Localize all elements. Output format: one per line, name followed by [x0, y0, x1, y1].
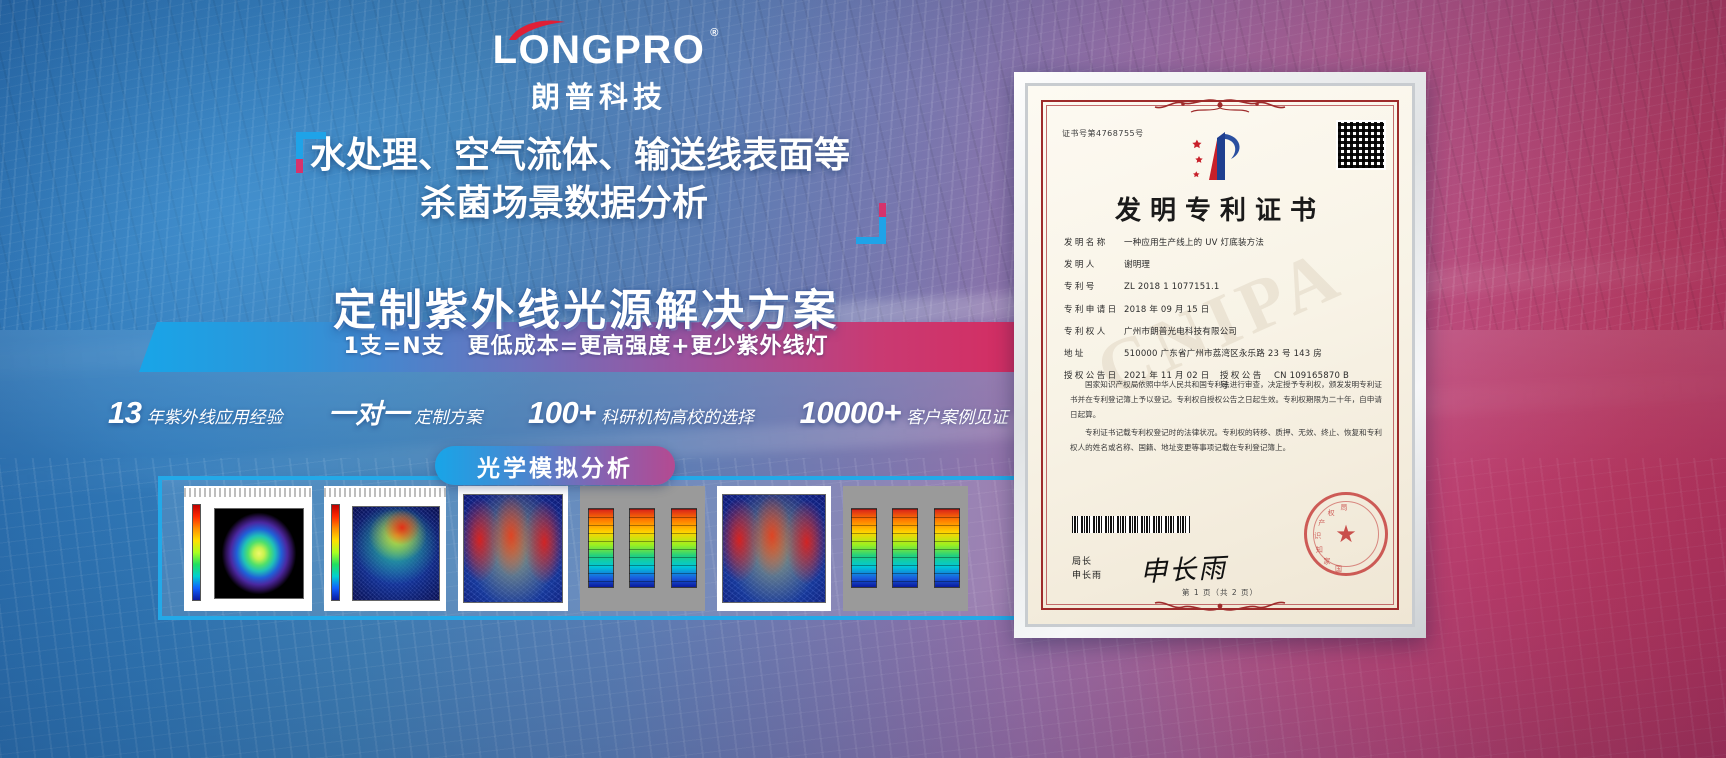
logo-wordmark-row: LONGPRO ® — [492, 20, 718, 72]
field-value: 510000 广东省广州市荔湾区永乐路 23 号 143 房 — [1124, 348, 1322, 359]
figure-caption-text — [324, 487, 446, 497]
stat-item: 10000+ 客户案例见证 — [800, 395, 1008, 431]
field-value: 一种应用生产线上的 UV 灯底装方法 — [1124, 238, 1265, 248]
certificate-field-row: 专利号 ZL 2018 1 1077151.1 — [1064, 282, 1386, 292]
stats-row: 13 年紫外线应用经验 一对一 定制方案 100+ 科研机构高校的选择 1000… — [108, 392, 1008, 430]
cnipa-emblem-icon — [1187, 126, 1253, 184]
stat-label: 客户案例见证 — [905, 408, 1008, 428]
field-label-secondary: 授权公告号 — [1220, 371, 1264, 392]
plot-area — [352, 505, 440, 601]
field-label: 授权公告日 — [1064, 371, 1119, 382]
field-value: 2021 年 11 月 02 日 — [1124, 371, 1210, 382]
certificate-number: 证书号第4768755号 — [1062, 129, 1144, 138]
signature-title: 局长 — [1072, 557, 1093, 567]
corner-bracket-top-left-icon — [296, 132, 326, 173]
field-label: 专利号 — [1064, 282, 1097, 293]
certificate-paragraph: 国家知识产权局依照中华人民共和国专利法进行审查，决定授予专利权，颁发发明专利证书… — [1070, 380, 1382, 419]
field-label: 发明名称 — [1064, 238, 1108, 248]
optical-simulation-panel — [158, 476, 1143, 620]
certificate-field-row: 发明名称 一种应用生产线上的 UV 灯底装方法 — [1064, 238, 1386, 248]
background-stadium-rafters — [0, 0, 1726, 330]
logo-chinese-name: 朗普科技 — [530, 80, 667, 114]
seal-text: 国 家 知 识 产 权 局 — [1314, 503, 1348, 574]
band-subtitle: 1支=N支 更低成本=更高强度+更少紫外线灯 — [343, 334, 829, 359]
barcode-icon — [1072, 516, 1190, 533]
certificate-field-row: 发明人 谢明理 — [1064, 260, 1386, 270]
certificate-paragraph: 专利证书记载专利权登记时的法律状况。专利权的转移、质押、无效、终止、恢复和专利权… — [1070, 428, 1382, 453]
colorbar-icon — [671, 508, 698, 588]
irradiance-scatter-map — [324, 485, 446, 611]
headline-line-2: 杀菌场景数据分析 — [419, 182, 708, 224]
certificate-field-row: 专利权人 广州市朗普光电科技有限公司 — [1064, 327, 1386, 337]
simulation-figure-strip — [170, 485, 1131, 611]
stat-label: 定制方案 — [414, 408, 483, 428]
certificate-field-row: 地址 510000 广东省广州市荔湾区永乐路 23 号 143 房 — [1064, 349, 1386, 359]
field-value-secondary: CN 109165870 B — [1274, 371, 1350, 382]
plot-area — [722, 493, 826, 603]
plot-area — [463, 493, 563, 603]
colorbar-icon — [850, 508, 877, 588]
patent-certificate-frame: CNIPA 证书号第4768755号 发明专利证书 — [1014, 72, 1426, 638]
section-badge-label: 光学模拟分析 — [477, 455, 633, 482]
field-value: 谢明理 — [1124, 260, 1151, 271]
corner-bracket-bottom-right-icon — [856, 202, 886, 244]
ornament-top-icon — [1125, 98, 1315, 118]
band-title: 定制紫外线光源解决方案 — [333, 286, 839, 336]
gradient-band — [139, 322, 1087, 372]
headline-line-1: 水处理、空气流体、输送线表面等 — [310, 135, 851, 176]
field-value: ZL 2018 1 1077151.1 — [1124, 282, 1220, 293]
certificate-mat: CNIPA 证书号第4768755号 发明专利证书 — [1025, 83, 1415, 627]
brand-logo: LONGPRO ® 朗普科技 — [489, 20, 718, 116]
certificate-fields: 发明名称 一种应用生产线上的 UV 灯底装方法 发明人 谢明理 专利号 ZL 2… — [1064, 238, 1386, 404]
irradiance-field-map-1 — [458, 485, 568, 611]
stat-item: 一对一 定制方案 — [328, 392, 482, 431]
colorbar-icon — [629, 508, 656, 588]
certificate-page-note: 第 1 页（共 2 页） — [1181, 588, 1259, 597]
stat-number: 13 — [108, 395, 142, 430]
signature-name: 申长雨 — [1072, 570, 1103, 581]
stat-number: 10000+ — [799, 395, 902, 430]
headline-block: 水处理、空气流体、输送线表面等 杀菌场景数据分析 — [296, 132, 886, 244]
stat-item: 13 年紫外线应用经验 — [108, 395, 282, 431]
field-label: 专利权人 — [1064, 326, 1108, 337]
field-label: 地址 — [1064, 348, 1086, 359]
stat-item: 100+ 科研机构高校的选择 — [528, 395, 754, 431]
field-value: 2018 年 09 月 15 日 — [1124, 304, 1210, 315]
stat-number: 100+ — [528, 395, 596, 430]
field-label: 发明人 — [1064, 260, 1097, 271]
certificate-body-text: 国家知识产权局依照中华人民共和国专利法进行审查，决定授予专利权，颁发发明专利证书… — [1070, 378, 1382, 460]
colorbar-icon — [892, 508, 919, 588]
plot-area — [214, 507, 304, 599]
stat-label: 年紫外线应用经验 — [146, 408, 283, 428]
irradiance-spot-map — [184, 485, 312, 611]
logo-wordmark: LONGPRO — [492, 28, 706, 72]
colorbar-icon — [934, 508, 961, 588]
handwritten-signature: 申长雨 — [1139, 552, 1228, 589]
irradiance-field-map-2 — [717, 485, 831, 611]
registered-mark-icon: ® — [710, 27, 719, 39]
colorbar-icon — [192, 503, 201, 601]
certificate-title: 发明专利证书 — [1114, 196, 1325, 225]
certificate-field-row: 专利申请日 2018 年 09 月 15 日 — [1064, 305, 1386, 315]
stat-label: 科研机构高校的选择 — [600, 408, 754, 428]
certificate-paper: CNIPA 证书号第4768755号 发明专利证书 — [1028, 86, 1412, 624]
certificate-signature-block: 局长 申长雨 — [1072, 556, 1102, 584]
certificate-field-row: 授权公告日 2021 年 11 月 02 日 授权公告号 CN 10916587… — [1064, 371, 1386, 391]
colorbar-panel-2 — [843, 485, 968, 611]
colorbar-icon — [331, 503, 340, 601]
section-badge-optical-simulation: 光学模拟分析 — [435, 446, 675, 485]
figure-caption-text — [184, 487, 312, 497]
ornament-bottom-icon — [1125, 594, 1315, 614]
official-red-seal-icon: ★ 国 家 知 识 产 权 局 — [1304, 492, 1388, 576]
background-blue-glow — [0, 0, 630, 530]
field-value: 广州市朗普光电科技有限公司 — [1124, 326, 1238, 337]
field-label: 专利申请日 — [1064, 304, 1119, 315]
stat-number: 一对一 — [328, 399, 410, 430]
colorbar-panel-1 — [580, 485, 705, 611]
qr-code-icon — [1336, 120, 1386, 170]
colorbar-icon — [587, 508, 614, 588]
